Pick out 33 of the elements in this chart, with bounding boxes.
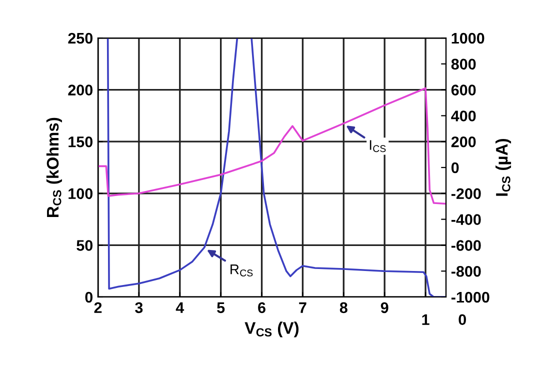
y-axis-title: R$_{CS}$ (kOhms) — [46, 118, 62, 217]
y2-tick-label: 200 — [451, 136, 476, 148]
y2-tick-label: -600 — [451, 240, 481, 251]
y-tick-label: 150 — [68, 136, 93, 148]
x-tick-label: 9 — [380, 302, 388, 314]
y-tick-label: 50 — [76, 240, 93, 251]
y2-tick-label: 400 — [451, 110, 476, 122]
y2-tick-label: 1000 — [452, 32, 484, 44]
x-tick-label: 5 — [217, 302, 225, 314]
annotation: I$_{CS}$ — [370, 140, 386, 152]
x-tick-label: 3 — [135, 302, 143, 314]
y-tick-label: 250 — [68, 32, 93, 44]
text: 1 — [422, 314, 430, 325]
x-tick-label: 7 — [299, 302, 306, 313]
annotation: R$_{CS}$ — [230, 264, 253, 276]
x-tick-label: 2 — [94, 302, 102, 313]
y2-tick-label: 800 — [451, 58, 476, 70]
y-tick-label: 200 — [68, 84, 93, 96]
x-tick-label: 8 — [340, 302, 348, 314]
y2-tick-label: 600 — [451, 84, 476, 96]
y2-tick-label: -800 — [451, 266, 481, 277]
y-tick-label: 100 — [68, 188, 93, 200]
x-axis-title: V$_{CS}$ (V) — [244, 322, 299, 338]
x-tick-label: 6 — [258, 302, 266, 314]
x-tick-label: 4 — [176, 302, 184, 313]
y-tick-label: 0 — [85, 292, 93, 303]
text: 0 — [458, 314, 466, 326]
y2-tick-label: -200 — [451, 188, 481, 200]
y2-tick-label: -400 — [451, 214, 481, 225]
y2-tick-label: 0 — [451, 162, 459, 174]
y2-tick-label: -1000 — [451, 292, 490, 303]
y2-axis-title: I$_{CS}$ (µA) — [495, 138, 512, 196]
line-series — [98, 87, 446, 205]
